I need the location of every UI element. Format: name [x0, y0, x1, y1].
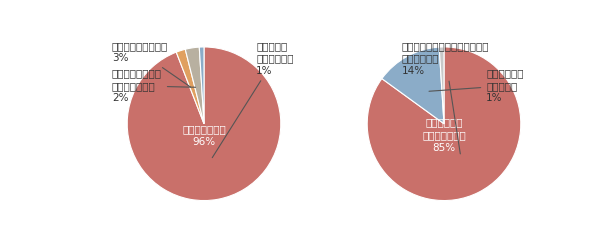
Wedge shape — [367, 47, 521, 201]
Text: 良い／良かった
96%: 良い／良かった 96% — [182, 124, 226, 147]
Wedge shape — [127, 47, 281, 201]
Wedge shape — [176, 49, 204, 124]
Text: 良くない／
良くなかった
1%: 良くない／ 良くなかった 1% — [212, 41, 294, 158]
Wedge shape — [439, 47, 444, 124]
Text: どちらとも言えない
3%: どちらとも言えない 3% — [112, 41, 191, 87]
Text: 取得せずに、働き方を調整して
育児をしたい
14%: 取得せずに、働き方を調整して 育児をしたい 14% — [402, 41, 489, 154]
Text: 取得したい／
取得すすと思う
85%: 取得したい／ 取得すすと思う 85% — [422, 117, 466, 154]
Text: どれにも当て
はまらない
1%: どれにも当て はまらない 1% — [429, 69, 524, 103]
Wedge shape — [199, 47, 204, 124]
Text: どちらかと言えば
良い／良かった
2%: どちらかと言えば 良い／良かった 2% — [112, 69, 196, 103]
Wedge shape — [185, 47, 204, 124]
Wedge shape — [382, 47, 444, 124]
